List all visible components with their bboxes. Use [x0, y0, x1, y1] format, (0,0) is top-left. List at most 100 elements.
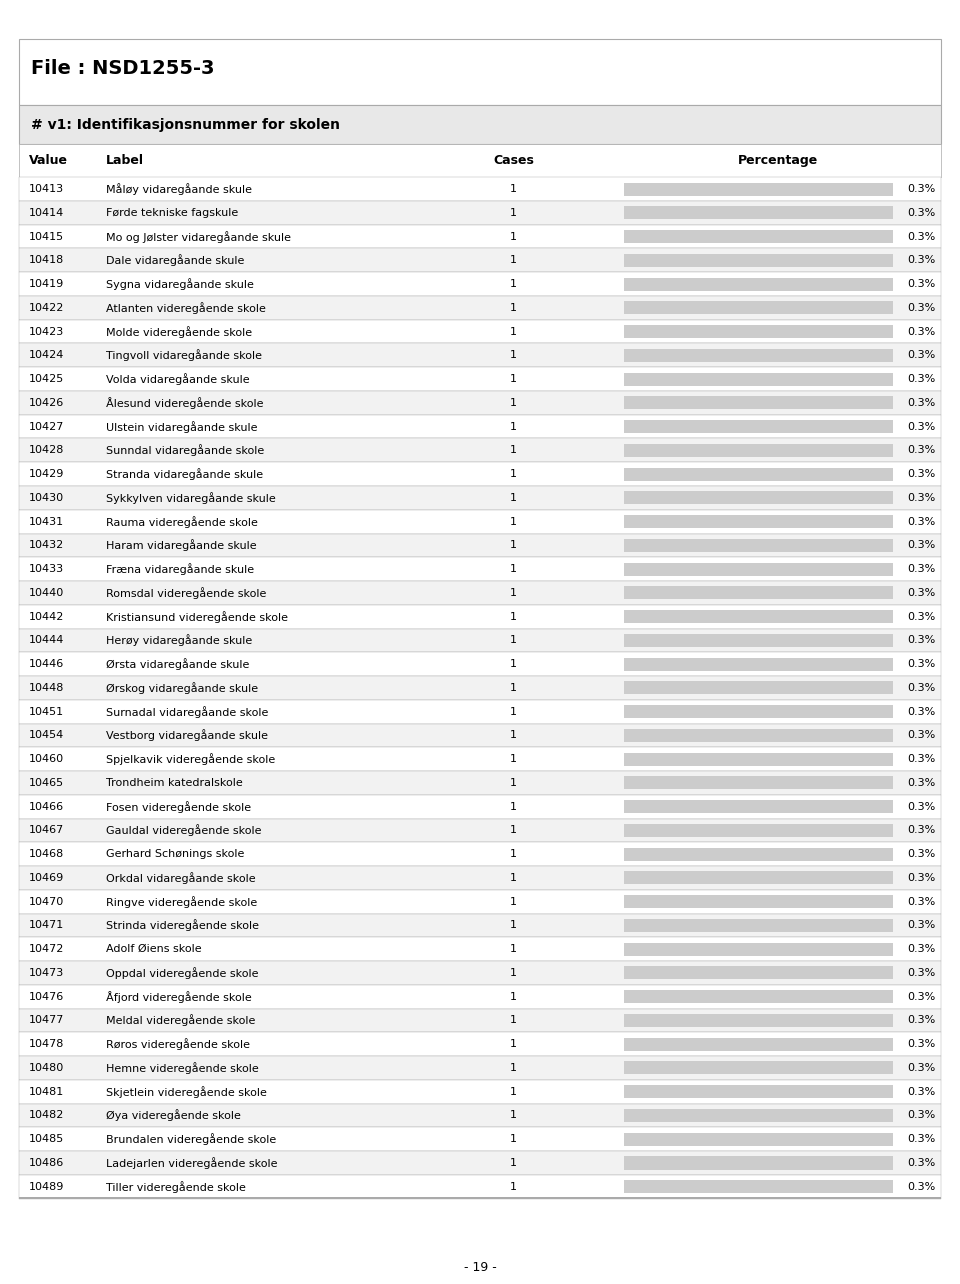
- Text: 10413: 10413: [29, 184, 64, 194]
- Bar: [19, 818, 941, 842]
- Text: 10478: 10478: [29, 1039, 64, 1049]
- Text: Sygna vidaregåande skule: Sygna vidaregåande skule: [106, 279, 253, 290]
- Text: 0.3%: 0.3%: [908, 706, 936, 716]
- Bar: [19, 913, 941, 937]
- Text: 10427: 10427: [29, 421, 64, 431]
- Text: 0.3%: 0.3%: [908, 231, 936, 241]
- Bar: [19, 795, 941, 818]
- Text: 10468: 10468: [29, 849, 64, 859]
- Text: 0.3%: 0.3%: [908, 754, 936, 764]
- Bar: [19, 557, 941, 580]
- Bar: [19, 105, 941, 144]
- Bar: [624, 325, 893, 338]
- Text: 0.3%: 0.3%: [908, 588, 936, 598]
- Text: 10422: 10422: [29, 303, 64, 313]
- Text: 10414: 10414: [29, 208, 64, 218]
- Text: 10429: 10429: [29, 469, 64, 479]
- Text: 0.3%: 0.3%: [908, 1158, 936, 1168]
- Bar: [19, 462, 941, 485]
- Text: Åfjord videregående skole: Åfjord videregående skole: [106, 991, 252, 1003]
- Text: Adolf Øiens skole: Adolf Øiens skole: [106, 944, 202, 954]
- Text: 1: 1: [510, 1016, 517, 1026]
- Text: 0.3%: 0.3%: [908, 1016, 936, 1026]
- Text: 10446: 10446: [29, 659, 64, 669]
- Text: Atlanten videregående skole: Atlanten videregående skole: [106, 302, 266, 313]
- Text: 10442: 10442: [29, 611, 64, 621]
- Bar: [624, 895, 893, 908]
- Bar: [624, 942, 893, 955]
- Bar: [19, 1127, 941, 1150]
- Text: Cases: Cases: [493, 154, 534, 167]
- Bar: [624, 207, 893, 220]
- Text: Label: Label: [106, 154, 144, 167]
- Text: 0.3%: 0.3%: [908, 398, 936, 408]
- Text: Ålesund videregående skole: Ålesund videregående skole: [106, 397, 263, 408]
- Bar: [19, 202, 941, 225]
- Text: Hemne videregående skole: Hemne videregående skole: [106, 1062, 258, 1073]
- Bar: [19, 320, 941, 343]
- Text: Ulstein vidaregåande skule: Ulstein vidaregåande skule: [106, 421, 257, 433]
- Text: 1: 1: [510, 683, 517, 693]
- Text: 0.3%: 0.3%: [908, 944, 936, 954]
- Text: Skjetlein videregående skole: Skjetlein videregående skole: [106, 1086, 267, 1098]
- Bar: [624, 1062, 893, 1075]
- Text: 10466: 10466: [29, 801, 64, 811]
- Text: 10470: 10470: [29, 896, 64, 907]
- Text: 0.3%: 0.3%: [908, 826, 936, 836]
- Text: File : NSD1255-3: File : NSD1255-3: [31, 59, 214, 78]
- Bar: [19, 747, 941, 770]
- Text: 1: 1: [510, 1111, 517, 1121]
- Bar: [19, 1150, 941, 1175]
- Text: 0.3%: 0.3%: [908, 611, 936, 621]
- Bar: [624, 420, 893, 433]
- Text: 1: 1: [510, 1086, 517, 1097]
- Text: 0.3%: 0.3%: [908, 968, 936, 978]
- Text: 10472: 10472: [29, 944, 64, 954]
- Text: Vestborg vidaregåande skule: Vestborg vidaregåande skule: [106, 729, 268, 741]
- Text: 0.3%: 0.3%: [908, 683, 936, 693]
- Text: Ørskog vidaregåande skule: Ørskog vidaregåande skule: [106, 682, 257, 693]
- Text: 1: 1: [510, 208, 517, 218]
- Bar: [19, 985, 941, 1008]
- Text: 10431: 10431: [29, 516, 64, 526]
- Text: 0.3%: 0.3%: [908, 778, 936, 788]
- Text: 1: 1: [510, 706, 517, 716]
- Text: 0.3%: 0.3%: [908, 446, 936, 456]
- Text: 0.3%: 0.3%: [908, 256, 936, 266]
- Text: 1: 1: [510, 611, 517, 621]
- Text: Romsdal videregående skole: Romsdal videregående skole: [106, 587, 266, 598]
- Bar: [624, 729, 893, 742]
- Text: 1: 1: [510, 991, 517, 1002]
- Bar: [19, 890, 941, 913]
- Bar: [19, 144, 941, 177]
- Text: 1: 1: [510, 588, 517, 598]
- Text: 0.3%: 0.3%: [908, 1134, 936, 1144]
- Bar: [624, 705, 893, 718]
- Text: 0.3%: 0.3%: [908, 636, 936, 646]
- Text: Fræna vidaregåande skule: Fræna vidaregåande skule: [106, 564, 253, 575]
- Text: Spjelkavik videregående skole: Spjelkavik videregående skole: [106, 754, 275, 765]
- Text: 0.3%: 0.3%: [908, 731, 936, 741]
- Bar: [19, 723, 941, 747]
- Text: 10440: 10440: [29, 588, 64, 598]
- Text: 10486: 10486: [29, 1158, 64, 1168]
- Bar: [624, 872, 893, 885]
- Bar: [19, 865, 941, 890]
- Text: 1: 1: [510, 731, 517, 741]
- Text: 1: 1: [510, 469, 517, 479]
- Bar: [624, 302, 893, 315]
- Text: 1: 1: [510, 778, 517, 788]
- Text: 1: 1: [510, 351, 517, 361]
- Text: 0.3%: 0.3%: [908, 1181, 936, 1192]
- Bar: [624, 254, 893, 267]
- Bar: [624, 1180, 893, 1193]
- Text: Oppdal videregående skole: Oppdal videregående skole: [106, 967, 258, 978]
- Text: 0.3%: 0.3%: [908, 351, 936, 361]
- Bar: [624, 1132, 893, 1145]
- Text: 1: 1: [510, 826, 517, 836]
- Text: 1: 1: [510, 1039, 517, 1049]
- Text: Måløy vidaregåande skule: Måløy vidaregåande skule: [106, 184, 252, 195]
- Text: Value: Value: [29, 154, 68, 167]
- Text: 1: 1: [510, 1134, 517, 1144]
- Text: Herøy vidaregåande skule: Herøy vidaregåande skule: [106, 634, 252, 646]
